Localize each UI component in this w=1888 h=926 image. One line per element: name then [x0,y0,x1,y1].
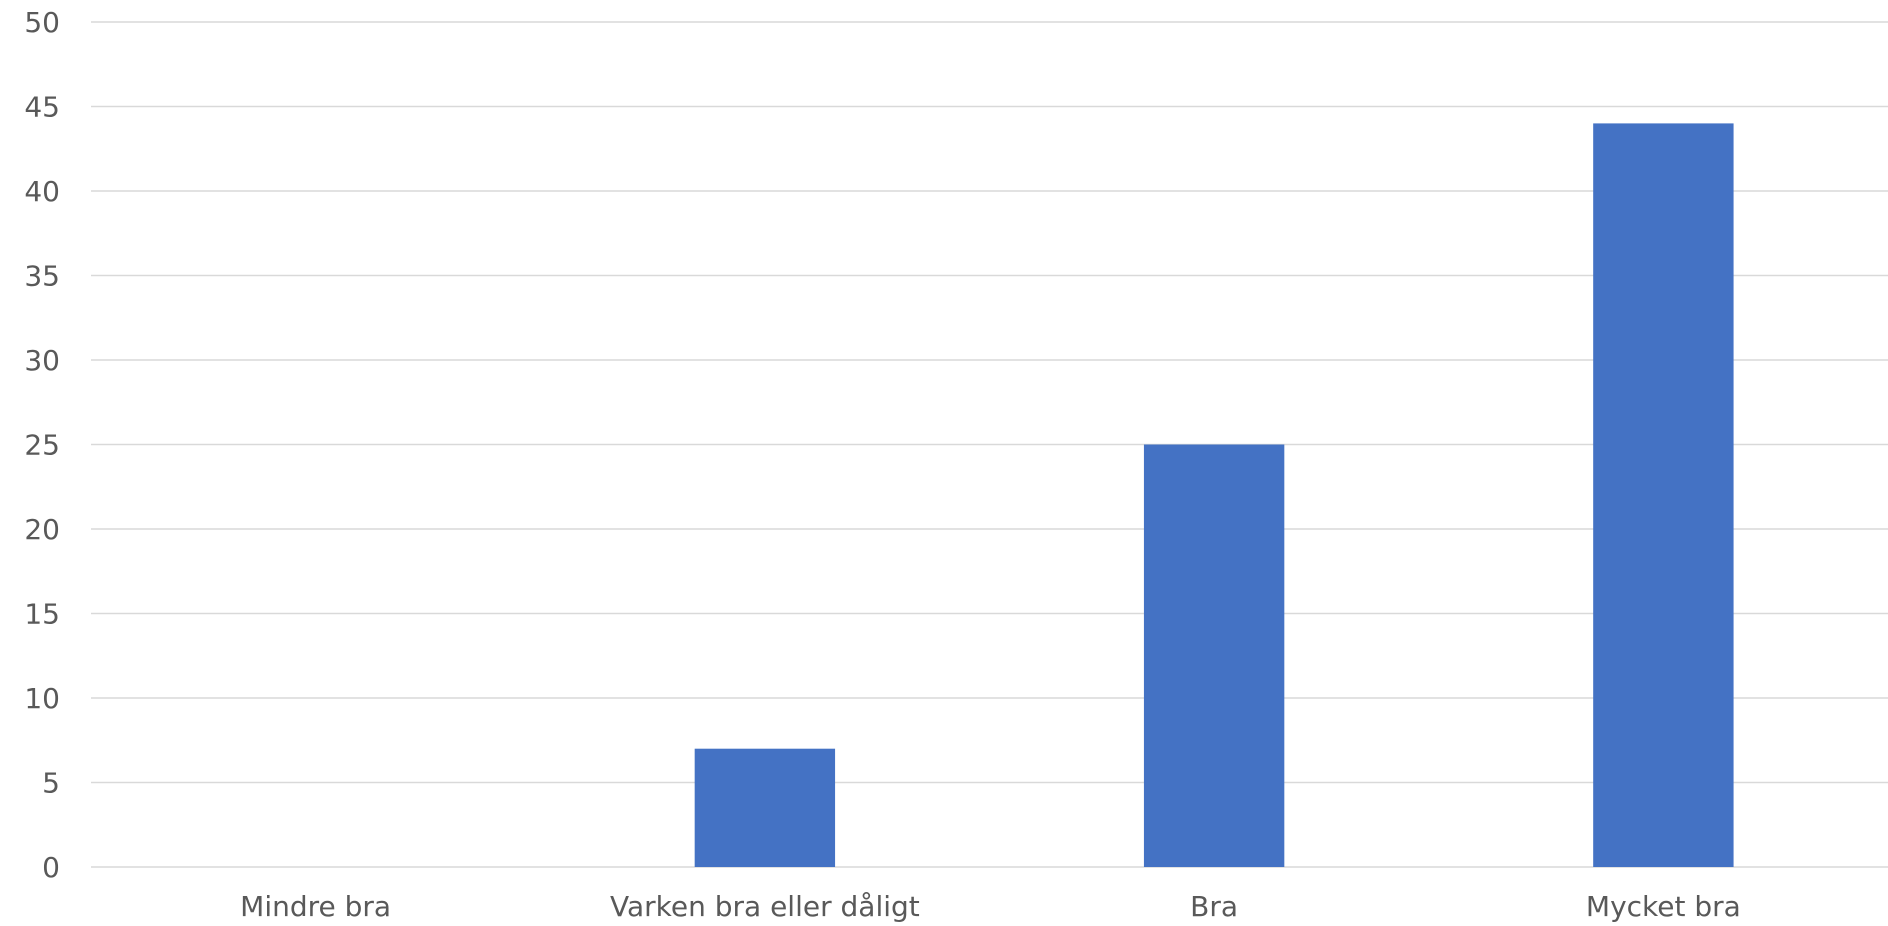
y-tick-label: 30 [24,344,60,377]
y-tick-label: 50 [24,6,60,39]
y-axis-ticks: 0 5 10 15 20 25 30 35 40 45 50 [24,6,60,884]
y-tick-label: 15 [24,598,60,631]
y-tick-label: 20 [24,513,60,546]
bar [694,748,836,867]
x-category-label: Bra [1190,890,1238,923]
y-tick-label: 35 [24,260,60,293]
x-category-label: Mycket bra [1586,890,1741,923]
y-tick-label: 0 [42,851,60,884]
bars [694,123,1734,867]
x-category-label: Mindre bra [240,890,391,923]
x-axis-categories: Mindre bra Varken bra eller dåligt Bra Myck… [240,890,1741,923]
y-tick-label: 5 [42,767,60,800]
x-category-label: Varken bra eller dåligt [610,890,920,923]
y-tick-label: 40 [24,175,60,208]
y-tick-label: 45 [24,91,60,124]
bar [1143,444,1285,867]
y-tick-label: 10 [24,682,60,715]
bar [1593,123,1734,867]
gridlines [91,21,1888,868]
y-tick-label: 25 [24,429,60,462]
